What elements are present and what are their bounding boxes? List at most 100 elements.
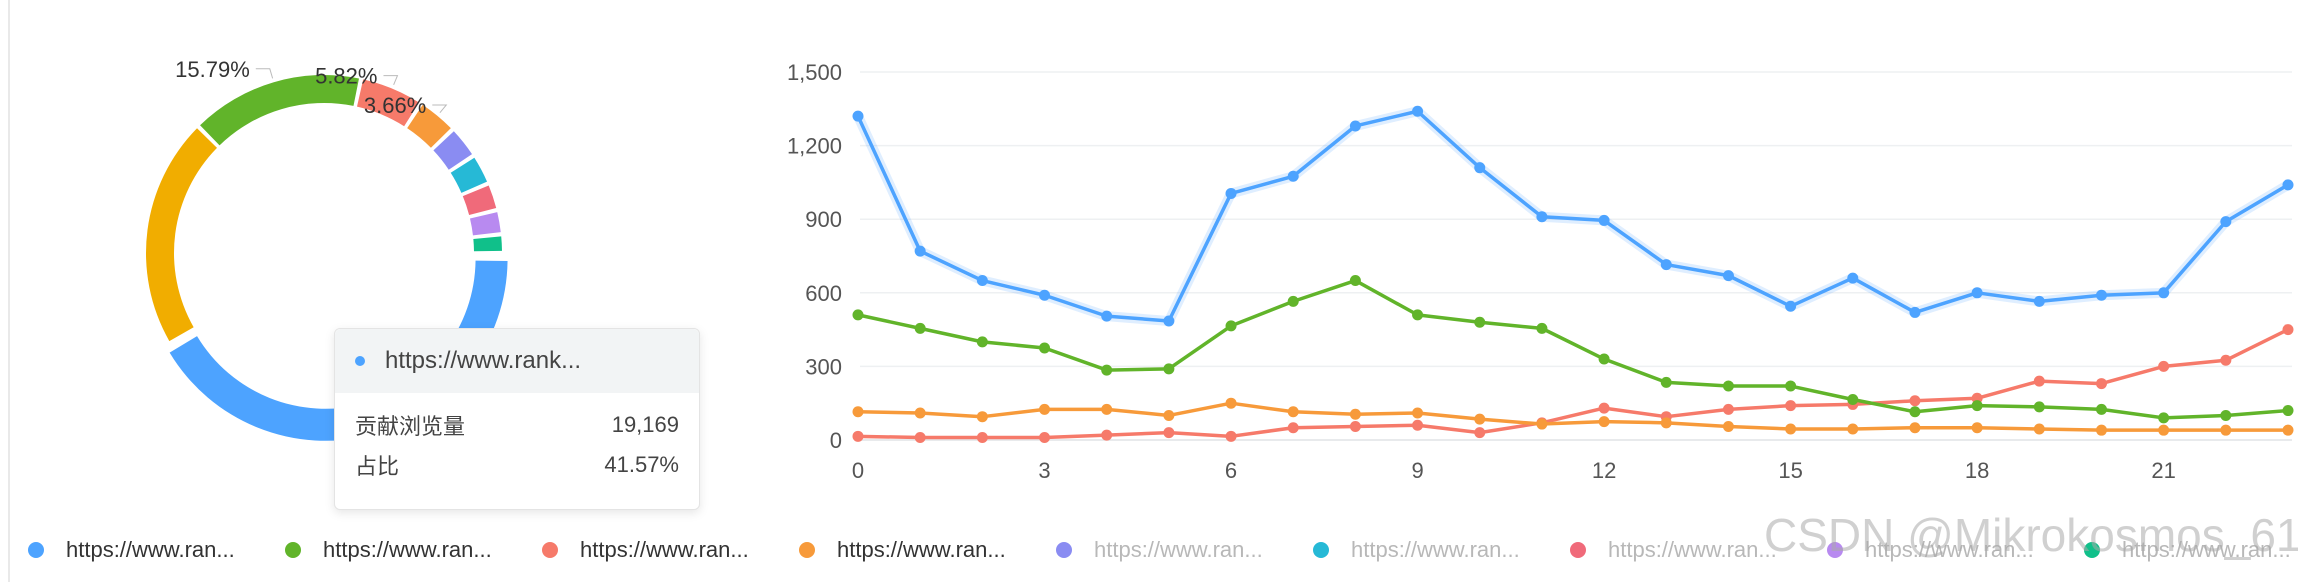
series-point[interactable] xyxy=(1287,295,1299,307)
series-point[interactable] xyxy=(1349,120,1361,132)
series-point[interactable] xyxy=(1598,416,1610,428)
series-line[interactable] xyxy=(857,401,2288,432)
series-point[interactable] xyxy=(2158,424,2170,436)
series-point[interactable] xyxy=(976,432,988,444)
series-point[interactable] xyxy=(2220,216,2232,228)
series-point[interactable] xyxy=(1101,364,1113,376)
series-point[interactable] xyxy=(852,406,864,418)
series-point[interactable] xyxy=(1474,316,1486,328)
series-point[interactable] xyxy=(1225,187,1237,199)
legend-item[interactable]: https://www.ran... xyxy=(1313,530,1520,570)
series-point[interactable] xyxy=(852,309,864,321)
series-point[interactable] xyxy=(1474,427,1486,439)
series-point[interactable] xyxy=(1847,272,1859,284)
series-point[interactable] xyxy=(1660,259,1672,271)
series-point[interactable] xyxy=(914,245,926,257)
series-point[interactable] xyxy=(976,336,988,348)
series-point[interactable] xyxy=(1163,315,1175,327)
series-point[interactable] xyxy=(1785,423,1797,435)
donut-slice[interactable] xyxy=(200,75,359,146)
donut-slice[interactable] xyxy=(469,212,501,236)
series-point[interactable] xyxy=(914,432,926,444)
donut-slice[interactable] xyxy=(407,104,451,148)
series-point[interactable] xyxy=(2095,403,2107,415)
series-point[interactable] xyxy=(1474,413,1486,425)
series-point[interactable] xyxy=(852,430,864,442)
series-point[interactable] xyxy=(1349,408,1361,420)
series-point[interactable] xyxy=(1598,214,1610,226)
donut-slice[interactable] xyxy=(462,185,497,216)
series-point[interactable] xyxy=(1474,162,1486,174)
series-point[interactable] xyxy=(2282,179,2294,191)
series-point[interactable] xyxy=(1287,422,1299,434)
series-point[interactable] xyxy=(2220,409,2232,421)
series-point[interactable] xyxy=(2095,378,2107,390)
series-point[interactable] xyxy=(1722,421,1734,433)
series-point[interactable] xyxy=(2033,375,2045,387)
series-point[interactable] xyxy=(1163,427,1175,439)
series-point[interactable] xyxy=(1971,287,1983,299)
series-point[interactable] xyxy=(1722,380,1734,392)
series-point[interactable] xyxy=(1971,422,1983,434)
donut-slice[interactable] xyxy=(357,79,420,127)
donut-slice[interactable] xyxy=(473,236,502,252)
series-point[interactable] xyxy=(1909,395,1921,407)
series-point[interactable] xyxy=(1847,423,1859,435)
series-line[interactable] xyxy=(856,109,2289,323)
legend-item[interactable]: https://www.ran... xyxy=(28,530,235,570)
series-point[interactable] xyxy=(1225,320,1237,332)
series-point[interactable] xyxy=(852,110,864,122)
series-point[interactable] xyxy=(1225,430,1237,442)
series-point[interactable] xyxy=(2095,289,2107,301)
series-point[interactable] xyxy=(2033,295,2045,307)
legend-item[interactable]: https://www.ran... xyxy=(1827,530,2034,570)
series-point[interactable] xyxy=(1722,403,1734,415)
series-point[interactable] xyxy=(1039,289,1051,301)
series-point[interactable] xyxy=(1412,105,1424,117)
series-point[interactable] xyxy=(1163,363,1175,375)
legend-item[interactable]: https://www.ran... xyxy=(285,530,492,570)
series-point[interactable] xyxy=(2220,354,2232,366)
series-point[interactable] xyxy=(2158,412,2170,424)
series-point[interactable] xyxy=(2033,423,2045,435)
legend-item[interactable]: https://www.ran... xyxy=(1570,530,1777,570)
series-point[interactable] xyxy=(1349,275,1361,287)
series-point[interactable] xyxy=(2095,424,2107,436)
series-point[interactable] xyxy=(1536,211,1548,223)
series-point[interactable] xyxy=(914,407,926,419)
series-point[interactable] xyxy=(1039,432,1051,444)
series-point[interactable] xyxy=(1225,397,1237,409)
line-chart[interactable]: 0 300 600 900 1,200 1,500 0 3 6 9 12 15 18 21 xyxy=(0,0,2298,520)
series-point[interactable] xyxy=(1660,417,1672,429)
legend-item[interactable]: https://www.ran... xyxy=(799,530,1006,570)
series-point[interactable] xyxy=(1598,402,1610,414)
legend-item[interactable]: https://www.ran... xyxy=(1056,530,1263,570)
series-point[interactable] xyxy=(2158,287,2170,299)
donut-slice[interactable] xyxy=(450,157,488,193)
legend-item[interactable]: https://www.ran... xyxy=(542,530,749,570)
series-point[interactable] xyxy=(1101,403,1113,415)
series-point[interactable] xyxy=(1101,310,1113,322)
series-point[interactable] xyxy=(1847,394,1859,406)
legend-item[interactable]: https://www.ran... xyxy=(2084,530,2291,570)
series-point[interactable] xyxy=(1785,300,1797,312)
series-point[interactable] xyxy=(1722,270,1734,282)
series-point[interactable] xyxy=(1536,418,1548,430)
series-point[interactable] xyxy=(1598,353,1610,365)
series-point[interactable] xyxy=(2282,424,2294,436)
series-point[interactable] xyxy=(1660,376,1672,388)
series-point[interactable] xyxy=(1909,306,1921,318)
series-line[interactable] xyxy=(857,328,2289,440)
series-point[interactable] xyxy=(1412,309,1424,321)
series-point[interactable] xyxy=(914,322,926,334)
series-point[interactable] xyxy=(1287,406,1299,418)
series-point[interactable] xyxy=(2282,405,2294,417)
series-point[interactable] xyxy=(1101,429,1113,441)
series-point[interactable] xyxy=(1163,409,1175,421)
series-point[interactable] xyxy=(1909,422,1921,434)
series-point[interactable] xyxy=(1536,322,1548,334)
series-point[interactable] xyxy=(976,275,988,287)
series-point[interactable] xyxy=(1785,380,1797,392)
series-line[interactable] xyxy=(857,278,2289,420)
series-point[interactable] xyxy=(1909,406,1921,418)
